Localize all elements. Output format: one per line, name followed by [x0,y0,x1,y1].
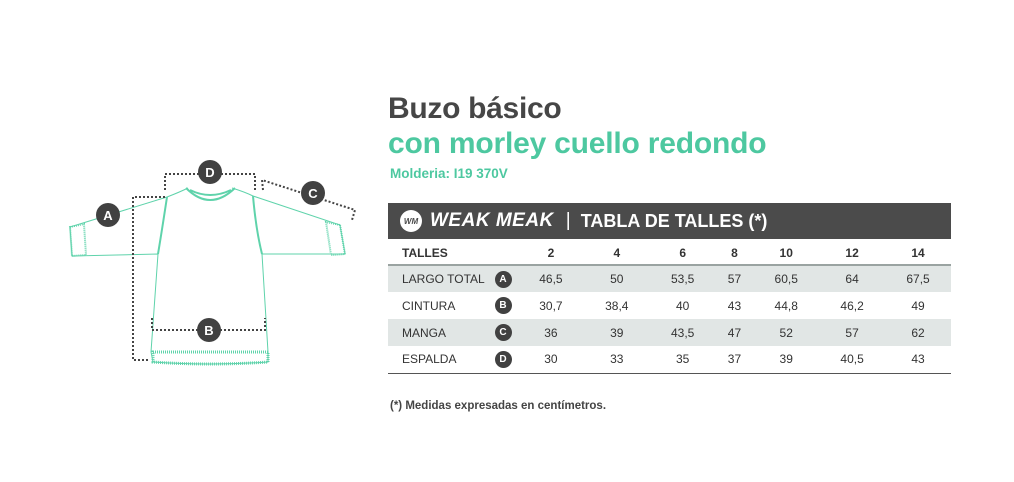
size-table: TALLES 2 4 6 8 10 12 14 LARGO TOTAL A 46,5 50 53,5… [388,241,951,374]
svg-text:D: D [205,165,214,180]
measure-cell: 67,5 [885,265,951,292]
brand-name: WEAK MEAK [430,210,554,231]
marker-a: A [96,203,120,227]
measure-cell: 49 [911,298,925,313]
product-title: Buzo básico [388,92,562,125]
size-col-header: 4 [583,241,650,266]
size-col-header: 12 [819,241,886,266]
measure-cell: 43 [727,298,742,313]
measure-cell: 46,5 [518,265,584,292]
row-key-cell: A [488,265,518,292]
measure-cell: 43 [885,346,951,374]
measure-cell: 57 [819,319,886,346]
row-label: LARGO TOTAL [388,265,488,292]
measure-cell: 40 [676,298,690,313]
marker-b: B [197,318,221,342]
product-subtitle: con morley cuello redondo [388,127,767,160]
size-col-header: 10 [753,241,820,266]
measure-a [132,196,165,361]
row-key-cell: B [488,292,518,319]
measure-cell: 44,8 [774,298,798,313]
brand-logo-icon: WM [400,210,422,232]
measure-cell: 46,2 [840,298,864,313]
row-key-cell: D [488,346,518,374]
measure-cell: 38,4 [605,298,629,313]
pattern-code: Molderia: I19 370V [390,166,508,181]
size-col-header: 2 [518,241,584,266]
separator: | [565,210,571,231]
measure-cell: 57 [715,265,754,292]
measure-cell: 30 [518,346,584,374]
collar [185,187,236,201]
marker-d: D [198,160,222,184]
measure-cell: 50 [583,265,650,292]
left-cuff [68,222,88,258]
size-col-header: 14 [885,241,951,266]
spacer [488,241,518,266]
size-header-row: TALLES 2 4 6 8 10 12 14 [388,241,951,266]
measure-cell: 39 [753,346,820,374]
measure-cell: 47 [715,319,754,346]
row-key-marker: A [494,270,512,288]
measure-cell: 53,5 [649,265,716,292]
svg-text:A: A [103,208,113,223]
marker-c: C [301,181,325,205]
table-row: MANGA C 36 39 43,5 47 52 57 62 [388,319,951,346]
size-col-header: 8 [715,241,754,266]
row-label: CINTURA [402,298,456,313]
measure-cell: 35 [649,346,716,374]
right-armhole [252,195,263,255]
measure-cell: 36 [518,319,584,346]
row-label: MANGA [388,319,488,346]
row-label: ESPALDA [388,346,488,374]
measure-cell: 43,5 [649,319,716,346]
row-key-marker: B [494,297,512,314]
measure-cell: 62 [885,319,951,346]
size-col-header: 6 [649,241,716,266]
measure-cell: 33 [583,346,650,374]
measure-cell: 64 [819,265,886,292]
measure-cell: 37 [715,346,754,374]
row-key-marker: C [494,324,512,341]
measure-cell: 39 [583,319,650,346]
measure-cell: 60,5 [753,265,820,292]
table-row: LARGO TOTAL A 46,5 50 53,5 57 60,5 64 67,5 [388,265,951,292]
measure-cell: 52 [753,319,820,346]
measure-cell: 30,7 [539,298,563,313]
measure-cell: 40,5 [819,346,886,374]
sizes-label: TALLES [388,241,488,266]
hem-band [151,350,270,366]
row-key-marker: D [494,350,512,368]
table-row: CINTURA B 30,7 38,4 40 43 44,8 46,2 49 [388,292,951,319]
footnote: (*) Medidas expresadas en centímetros. [390,400,607,412]
svg-text:B: B [204,323,213,338]
table-header-bar: WM WEAK MEAK | TABLA DE TALLES (*) [388,203,951,239]
left-armhole [157,196,168,255]
measure-c [260,178,357,221]
table-title: TABLA DE TALLES (*) [580,210,768,231]
table-row: ESPALDA D 30 33 35 37 39 40,5 43 [388,346,951,374]
svg-text:C: C [308,186,318,201]
row-key-cell: C [488,319,518,346]
